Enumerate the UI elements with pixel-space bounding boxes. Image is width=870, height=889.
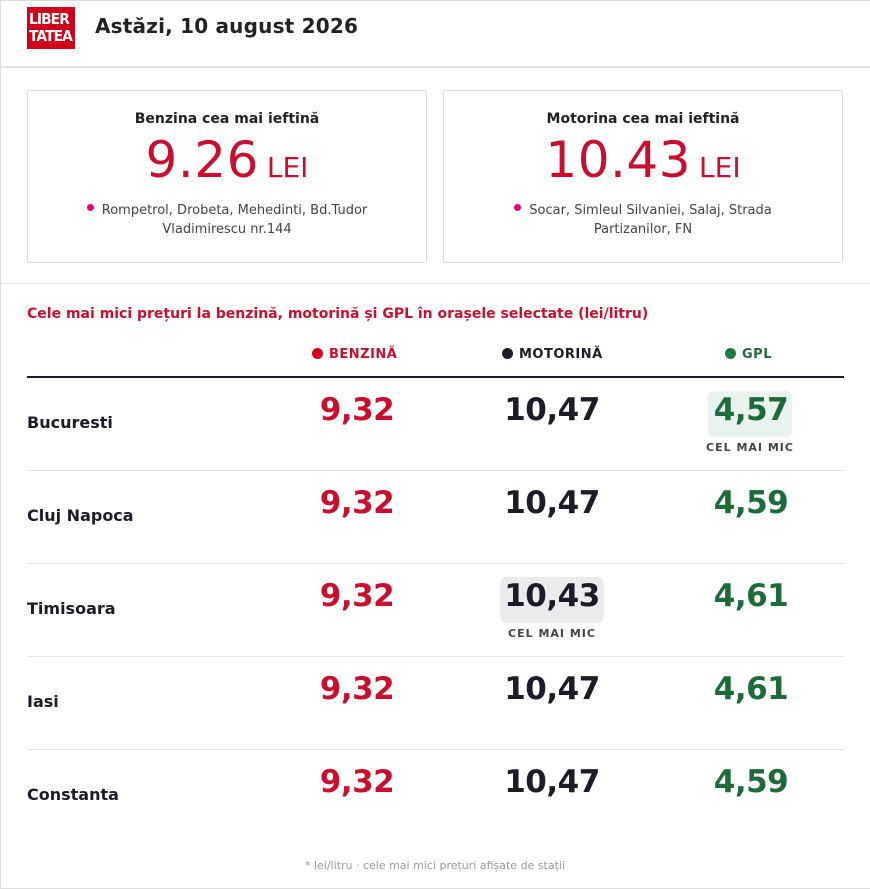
station-location-text: Socar, Simleul Silvaniei, Salaj, Strada … bbox=[529, 203, 772, 237]
benzina-price: 9,32 bbox=[319, 485, 395, 521]
column-header-benzina: BENZINĂ bbox=[312, 347, 397, 362]
logo-line-2: TATEA bbox=[29, 27, 73, 45]
benzina-price: 9,32 bbox=[319, 671, 395, 707]
lowest-price-highlight bbox=[500, 577, 604, 623]
card-title: Motorina cea mai ieftină bbox=[546, 111, 740, 127]
gpl-price: 4,57 bbox=[713, 392, 789, 428]
location-pin-icon bbox=[514, 204, 522, 211]
table-row: Cluj Napoca 9,32 10,47 4,59 bbox=[27, 471, 844, 564]
column-header-motorina: MOTORINĂ bbox=[502, 347, 603, 362]
table-title: Cele mai mici prețuri la benzină, motori… bbox=[27, 306, 649, 322]
table-row: Bucuresti 9,32 10,47 4,57 CEL MAI MIC bbox=[27, 378, 844, 471]
gpl-price: 4,61 bbox=[713, 671, 789, 707]
page-date-title: Astăzi, 10 august 2026 bbox=[95, 14, 359, 38]
station-location-text: Rompetrol, Drobeta, Mehedinti, Bd.Tudor … bbox=[101, 203, 368, 237]
station-location: Socar, Simleul Silvaniei, Salaj, Strada … bbox=[478, 201, 808, 239]
header-divider bbox=[27, 376, 844, 378]
card-price: 9.26 LEI bbox=[28, 131, 426, 193]
column-header-benzina-label: BENZINĂ bbox=[329, 347, 398, 362]
card-price: 10.43 LEI bbox=[444, 131, 842, 193]
dark-dot-icon bbox=[502, 348, 513, 359]
price-value: 10.43 bbox=[545, 131, 692, 189]
lowest-price-label: CEL MAI MIC bbox=[508, 627, 596, 640]
city-name: Timisoara bbox=[27, 599, 116, 618]
motorina-price: 10,43 bbox=[504, 578, 600, 614]
red-dot-icon bbox=[312, 348, 323, 359]
price-unit: LEI bbox=[266, 151, 309, 184]
location-pin-icon bbox=[86, 204, 94, 211]
cheapest-diesel-card: Motorina cea mai ieftină 10.43 LEI Socar,… bbox=[443, 90, 843, 263]
gpl-price: 4,61 bbox=[713, 578, 789, 614]
column-header-gpl-label: GPL bbox=[742, 347, 772, 362]
motorina-price: 10,47 bbox=[504, 764, 600, 800]
price-unit: LEI bbox=[699, 151, 741, 184]
table-row: Constanta 9,32 10,47 4,59 bbox=[27, 750, 844, 843]
libertatea-logo[interactable]: LIBER TATEA bbox=[27, 7, 75, 49]
city-name: Constanta bbox=[27, 785, 119, 804]
summary-cards: Benzina cea mai ieftină 9.26 LEI Rompetro… bbox=[0, 70, 870, 284]
benzina-price: 9,32 bbox=[319, 578, 395, 614]
gpl-price: 4,59 bbox=[713, 764, 789, 800]
city-name: Cluj Napoca bbox=[27, 506, 134, 525]
lowest-price-highlight bbox=[708, 391, 792, 437]
station-location: Rompetrol, Drobeta, Mehedinti, Bd.Tudor … bbox=[62, 201, 392, 239]
column-header-motorina-label: MOTORINĂ bbox=[519, 347, 603, 362]
city-name: Bucuresti bbox=[27, 413, 113, 432]
city-name: Iasi bbox=[27, 692, 59, 711]
column-header-gpl: GPL bbox=[725, 347, 772, 362]
green-dot-icon bbox=[725, 348, 736, 359]
benzina-price: 9,32 bbox=[319, 764, 395, 800]
motorina-price: 10,47 bbox=[504, 671, 600, 707]
benzina-price: 9,32 bbox=[319, 392, 395, 428]
lowest-price-label: CEL MAI MIC bbox=[706, 441, 794, 454]
header: LIBER TATEA Astăzi, 10 august 2026 bbox=[0, 0, 870, 68]
price-value: 9.26 bbox=[145, 131, 259, 189]
table-row: Timisoara 9,32 10,43 CEL MAI MIC 4,61 bbox=[27, 564, 844, 657]
table-row: Iasi 9,32 10,47 4,61 bbox=[27, 657, 844, 750]
cheapest-petrol-card: Benzina cea mai ieftină 9.26 LEI Rompetro… bbox=[27, 90, 427, 263]
motorina-price: 10,47 bbox=[504, 485, 600, 521]
motorina-price: 10,47 bbox=[504, 392, 600, 428]
footnote: * lei/litru · cele mai mici prețuri afiș… bbox=[304, 859, 566, 872]
gpl-price: 4,59 bbox=[713, 485, 789, 521]
card-title: Benzina cea mai ieftină bbox=[134, 111, 320, 127]
logo-line-1: LIBER bbox=[29, 10, 70, 28]
